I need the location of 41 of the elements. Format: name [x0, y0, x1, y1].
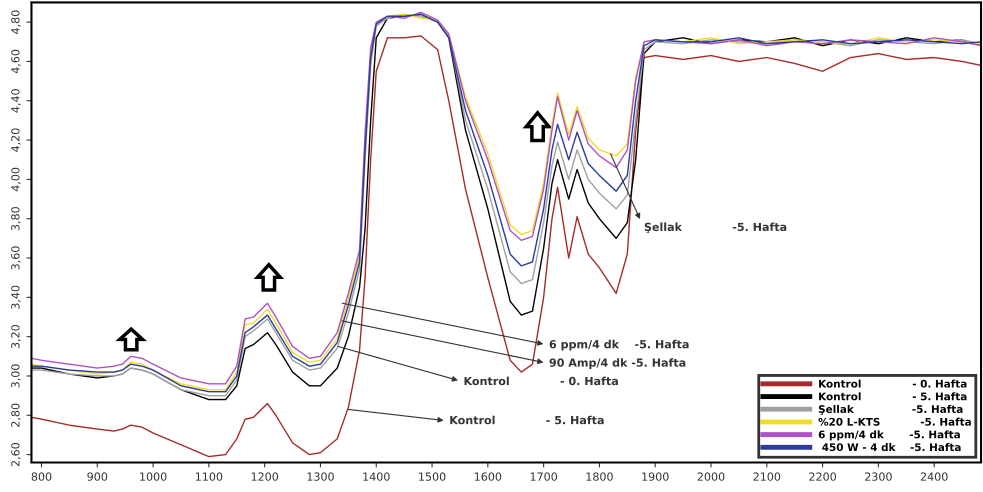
legend-label: 6 ppm/4 dk -5. Hafta [818, 430, 960, 440]
legend-label: Kontrol - 5. Hafta [819, 392, 966, 400]
y-tick-label: 4,00 [11, 168, 21, 192]
x-tick-label: 1300 [308, 472, 334, 481]
legend-label: Kontrol - 0. Hafta [819, 380, 966, 388]
y-tick-label: 2,80 [11, 404, 21, 427]
x-tick-label: 1500 [419, 472, 446, 481]
x-tick-label: 1000 [140, 472, 166, 481]
line-series [31, 35, 982, 458]
x-tick-label: 1700 [530, 472, 558, 481]
legend-label: 450 W - 4 dk -5. Hafta [822, 443, 961, 452]
y-tick-label: 3,20 [11, 325, 21, 348]
y-tick-label: 3,80 [11, 207, 21, 230]
y-tick-label: 3,60 [11, 246, 21, 270]
legend-label: Şellak -5. Hafta [818, 404, 962, 415]
x-tick-label: 1600 [474, 472, 502, 481]
y-tick-label: 4,20 [11, 128, 21, 152]
annotation: Şellak -5. Hafta [644, 222, 786, 234]
x-tick-label: 2100 [753, 472, 780, 481]
legend-label: %20 L-KTS -5. Hafta [818, 418, 971, 426]
x-tick-label: 2400 [920, 472, 948, 481]
annotation: 90 Amp/4 dk -5. Hafta [550, 358, 686, 369]
x-tick-label: 1400 [363, 472, 390, 481]
x-tick-label: 2200 [809, 472, 836, 481]
x-tick-label: 2000 [698, 472, 724, 481]
x-tick-label: 800 [32, 472, 52, 481]
x-tick-label: 1800 [586, 472, 613, 481]
x-tick-label: 1900 [642, 472, 669, 481]
y-tick-label: 4,60 [11, 50, 21, 74]
x-tick-label: 2300 [865, 472, 892, 481]
y-tick-label: 4,40 [11, 89, 21, 113]
x-tick-label: 900 [87, 472, 108, 481]
annotation: 6 ppm/4 dk -5. Hafta [550, 340, 689, 351]
y-tick-label: 2,60 [11, 442, 21, 466]
y-tick-label: 3,00 [11, 364, 21, 388]
y-tick-label: 4,80 [11, 10, 21, 34]
y-tick-label: 3,40 [11, 286, 21, 309]
annotation: Kontrol - 0. Hafta [464, 376, 618, 386]
x-tick-label: 1200 [252, 472, 278, 481]
x-tick-label: 1100 [196, 472, 222, 481]
annotation: Kontrol - 5. Hafta [450, 416, 604, 424]
